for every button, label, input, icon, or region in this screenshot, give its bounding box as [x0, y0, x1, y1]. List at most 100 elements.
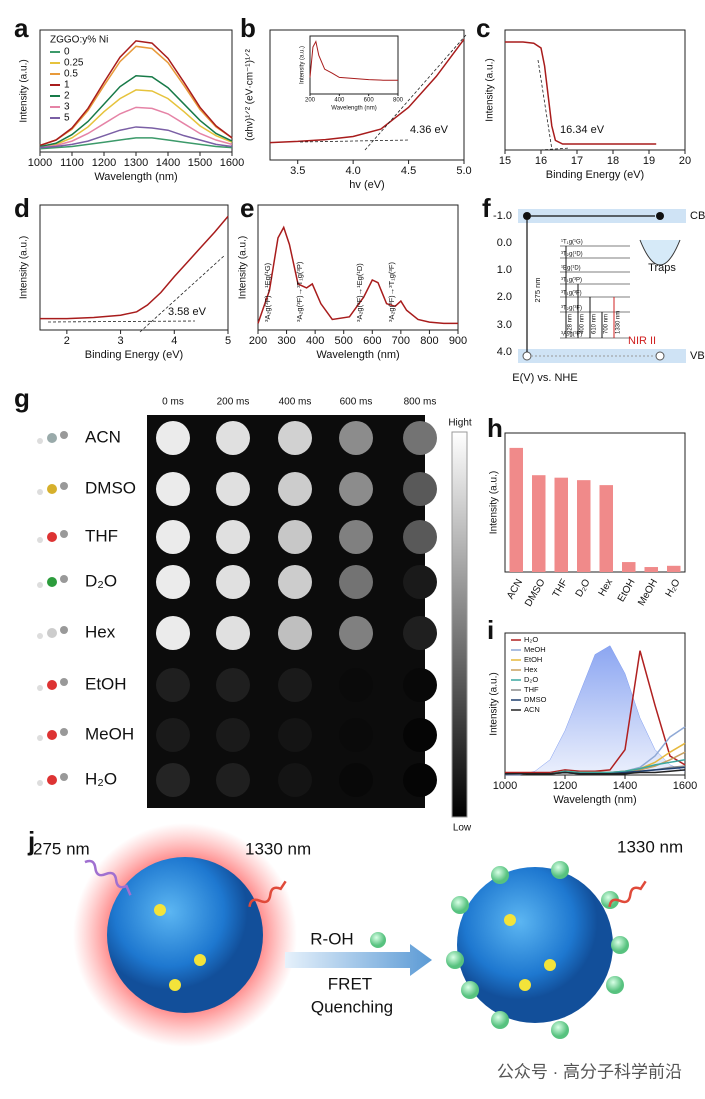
- series-line: [39, 74, 233, 148]
- fit-line: [47, 320, 196, 323]
- series-line: [39, 45, 233, 147]
- annotation: ³A₂g(³F)→¹Eg(¹D): [355, 263, 364, 322]
- molecule-icon: [47, 577, 57, 587]
- molecule-icon: [37, 582, 43, 588]
- electron: [523, 212, 531, 220]
- x-tick-label: 17: [571, 155, 583, 167]
- phosphor-spot: [216, 472, 250, 506]
- bar: [667, 565, 681, 572]
- phosphor-spot: [278, 520, 312, 554]
- valence-band: [518, 349, 686, 363]
- phosphor-spot: [278, 668, 312, 702]
- y-axis-label: Intensity (a.u.): [489, 672, 500, 735]
- colorbar-low: Low: [453, 823, 472, 834]
- series-line: [39, 106, 233, 149]
- process-label: Quenching: [311, 997, 393, 1016]
- x-axis-label: Wavelength (nm): [553, 794, 636, 806]
- axis-title: E(V) vs. NHE: [512, 372, 577, 384]
- legend-label: D₂O: [524, 675, 538, 684]
- x-tick-label: 16: [535, 155, 547, 167]
- fit-line: [537, 59, 553, 151]
- x-tick-label: H₂O: [664, 577, 683, 599]
- panel-label: c: [476, 13, 490, 43]
- legend-label: MeOH: [524, 645, 546, 654]
- x-tick-label: 4.5: [401, 165, 416, 177]
- y-axis-label: Intensity (a.u.): [489, 471, 500, 534]
- level-label: ³T₂g(³F): [561, 306, 582, 312]
- dopant: [504, 914, 516, 926]
- phosphor-spot: [403, 421, 437, 455]
- panel-label: f: [482, 193, 491, 223]
- phosphor-spot: [339, 472, 373, 506]
- x-axis-label: hv (eV): [349, 179, 384, 191]
- transition-label: 1330 nm: [616, 311, 622, 334]
- bar: [644, 567, 658, 572]
- x-tick-label: 1600: [220, 157, 244, 169]
- legend-label: ACN: [524, 705, 540, 714]
- series-line: [39, 126, 233, 149]
- solvent-label: DMSO: [85, 478, 136, 497]
- y-axis-label: Intensity (a.u.): [238, 236, 249, 299]
- hydroxyl-ball: [551, 861, 569, 879]
- time-label: 400 ms: [279, 397, 312, 408]
- phosphor-spot: [216, 668, 250, 702]
- flow-arrow: [285, 944, 432, 976]
- phosphor-spot: [278, 763, 312, 797]
- x-tick-label: 1200: [92, 157, 116, 169]
- phosphor-spot: [403, 472, 437, 506]
- hydroxyl-ball: [461, 981, 479, 999]
- x-tick-label: MeOH: [636, 577, 660, 608]
- level-label: ¹T₁g(¹G): [561, 240, 583, 246]
- time-label: 200 ms: [217, 397, 250, 408]
- y-axis-label: Intensity (a.u.): [485, 58, 496, 121]
- phosphor-spot: [216, 763, 250, 797]
- watermark: 公众号 · 高分子科学前沿: [497, 1062, 682, 1081]
- x-tick-label: 400: [306, 335, 324, 347]
- hydroxyl-ball: [601, 891, 619, 909]
- transition-label: 700 nm: [604, 314, 610, 334]
- x-tick-label: 900: [449, 335, 467, 347]
- x-tick-label: THF: [551, 577, 570, 599]
- molecule-icon: [47, 484, 57, 494]
- y-axis-label: Intensity (a.u.): [19, 59, 30, 122]
- plot-frame: [504, 29, 686, 151]
- phosphor-spot: [216, 616, 250, 650]
- time-label: 600 ms: [340, 397, 373, 408]
- plot-frame: [309, 35, 399, 95]
- level-label: ³T₂g(¹D): [561, 252, 583, 258]
- colorbar-high: Hight: [448, 418, 472, 429]
- series-line: [39, 40, 233, 147]
- legend-label: Hex: [524, 665, 538, 674]
- x-tick-label: 15: [499, 155, 511, 167]
- phosphor-spot: [403, 668, 437, 702]
- x-tick-label: 1500: [188, 157, 212, 169]
- legend-label: EtOH: [524, 655, 542, 664]
- solvent-label: ACN: [85, 427, 121, 446]
- x-tick-label: 1400: [613, 780, 637, 792]
- annotation: ³A₂g(³F)→³T₁g(³F): [387, 261, 396, 322]
- molecule-icon: [47, 730, 57, 740]
- phosphor-spot: [278, 565, 312, 599]
- series-line: [505, 650, 686, 774]
- legend-label: 0.25: [64, 58, 84, 69]
- energy-tick-label: 4.0: [497, 346, 512, 358]
- solvent-label: EtOH: [85, 674, 127, 693]
- molecule-icon: [60, 626, 68, 634]
- legend-label: 0: [64, 47, 70, 58]
- phosphor-spot: [339, 520, 373, 554]
- molecule-icon: [47, 433, 57, 443]
- molecule-icon: [47, 628, 57, 638]
- fit-line: [539, 147, 571, 151]
- legend-label: 2: [64, 91, 70, 102]
- phosphor-spot: [156, 718, 190, 752]
- plot-frame: [39, 29, 233, 153]
- phosphor-spot: [278, 472, 312, 506]
- hole: [522, 351, 532, 361]
- x-tick-label: ACN: [505, 577, 525, 601]
- x-tick-label: 2: [64, 335, 70, 347]
- excitation-wave: [84, 859, 132, 896]
- molecule-icon: [37, 438, 43, 444]
- x-tick-label: Hex: [597, 577, 615, 598]
- hole: [655, 351, 665, 361]
- x-axis-label: Wavelength (nm): [331, 106, 376, 112]
